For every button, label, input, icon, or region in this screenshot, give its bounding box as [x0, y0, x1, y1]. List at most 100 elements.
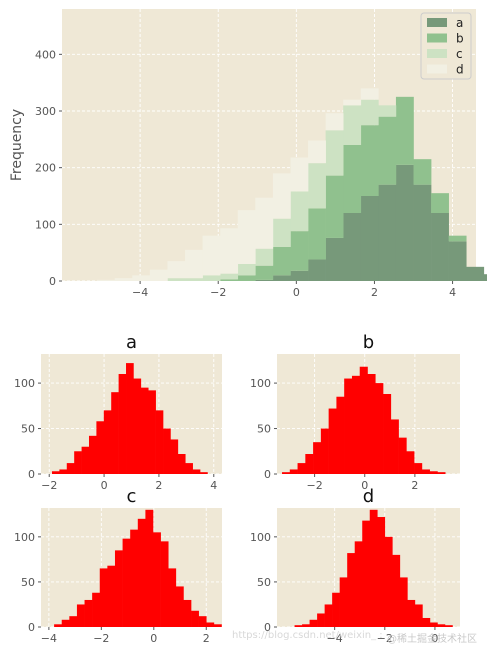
bar-d-11 [290, 157, 309, 192]
bar-c-14 [343, 105, 362, 145]
legend-label-c: c [456, 47, 463, 61]
bar-16 [170, 439, 179, 474]
bar-20 [200, 472, 208, 474]
bar-13 [392, 554, 401, 627]
x-tick-label: 2 [155, 479, 162, 492]
bar-17 [177, 454, 186, 474]
bar-6 [339, 577, 348, 627]
bar-8 [354, 541, 363, 627]
bar-a-17 [395, 164, 414, 281]
bar-20 [444, 625, 453, 627]
x-tick-label: 0 [150, 632, 157, 645]
bar-c-7 [220, 273, 239, 280]
bar-a-18 [413, 184, 432, 281]
x-tick-label: −2 [210, 286, 226, 299]
bar-1 [61, 619, 70, 627]
bar-b-16 [378, 116, 397, 185]
bar-b-11 [290, 231, 309, 271]
bar-18 [429, 622, 438, 627]
bar-b-7 [220, 279, 239, 281]
bar-c-11 [290, 191, 309, 232]
bar-d-0 [97, 279, 116, 281]
bar-0 [54, 624, 63, 627]
bar-8 [114, 550, 123, 627]
bar-d-15 [360, 88, 379, 100]
bar-15 [168, 568, 177, 627]
bar-5 [92, 592, 101, 627]
y-tick-label: 200 [35, 162, 56, 175]
x-tick-label: 2 [411, 479, 418, 492]
series-d [97, 88, 379, 281]
bar-0 [51, 471, 60, 474]
bar-9 [362, 520, 371, 627]
bar-4 [324, 604, 333, 627]
bar-d-3 [149, 269, 168, 281]
x-tick-label: −2 [93, 632, 109, 645]
bar-d-9 [255, 197, 274, 249]
bar-a-20 [448, 241, 467, 281]
bar-a-16 [378, 184, 397, 281]
bar-c-8 [237, 264, 256, 276]
bar-10 [359, 366, 368, 474]
bar-a-15 [360, 196, 379, 281]
x-tick-label: −4 [41, 632, 57, 645]
bar-c-5 [185, 278, 203, 281]
bar-d-1 [114, 278, 133, 281]
bar-8 [111, 392, 119, 474]
bar-b-10 [272, 247, 291, 276]
bar-3 [317, 613, 325, 627]
legend-swatch-b [427, 33, 447, 43]
legend-label-a: a [456, 16, 463, 30]
legend-label-b: b [456, 32, 464, 46]
bar-2 [66, 463, 75, 474]
bar-c-12 [308, 163, 326, 209]
x-tick-label: 4 [210, 479, 217, 492]
bar-21 [213, 624, 222, 627]
bar-a-21 [466, 266, 485, 281]
bar-8 [344, 378, 353, 474]
x-tick-label: 0 [361, 479, 368, 492]
y-tick-label: 50 [21, 576, 35, 589]
x-tick-label: −2 [377, 632, 393, 645]
y-tick-label: 100 [35, 218, 56, 231]
bar-14 [390, 419, 399, 474]
bar-c-9 [255, 248, 274, 266]
y-tick-label: 50 [257, 576, 271, 589]
bar-d-7 [220, 228, 239, 274]
bar-19 [192, 469, 201, 474]
bar-a-22 [483, 274, 487, 281]
bar-0 [294, 625, 303, 627]
bar-5 [88, 435, 97, 474]
y-tick-label: 0 [264, 468, 271, 481]
bar-2 [69, 616, 78, 627]
bar-b-13 [325, 175, 344, 238]
bar-a-13 [325, 237, 344, 281]
bar-14 [160, 541, 169, 627]
bar-11 [137, 518, 146, 627]
bar-5 [332, 592, 340, 627]
bar-12 [145, 509, 154, 627]
bar-2 [309, 619, 318, 627]
legend-swatch-d [427, 64, 447, 74]
y-tick-label: 100 [14, 531, 35, 544]
bar-1 [59, 469, 68, 474]
bar-18 [185, 463, 193, 474]
watermark-label: @稀土掘金技术社区 [387, 634, 477, 645]
bar-a-12 [308, 259, 326, 281]
bar-b-9 [255, 265, 274, 280]
bar-15 [407, 599, 416, 627]
bars-a [51, 363, 208, 474]
bar-b-12 [308, 208, 326, 260]
x-tick-label: 0 [293, 286, 300, 299]
chart-title: c [127, 486, 137, 507]
chart-a: −2 0 2 4 0 50 100 a [14, 332, 222, 492]
bar-11 [377, 517, 386, 627]
bar-6 [99, 568, 108, 627]
bar-11 [133, 378, 142, 474]
bar-b-8 [237, 275, 256, 281]
bar-d-14 [343, 99, 362, 106]
bar-b-17 [395, 96, 414, 165]
bar-b-20 [448, 235, 467, 242]
bar-a-19 [431, 213, 449, 281]
